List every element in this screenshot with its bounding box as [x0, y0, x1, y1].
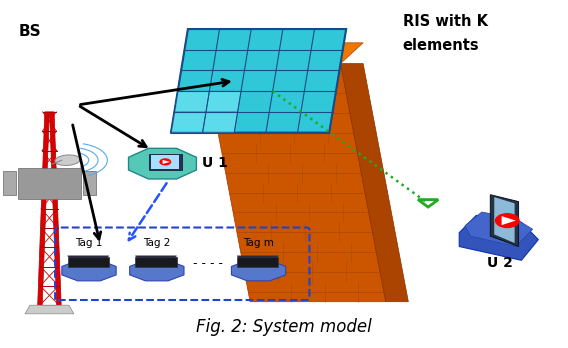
- Polygon shape: [151, 155, 179, 169]
- Polygon shape: [171, 29, 346, 133]
- Ellipse shape: [55, 155, 80, 165]
- Polygon shape: [68, 256, 109, 258]
- Polygon shape: [174, 91, 210, 112]
- Polygon shape: [25, 305, 74, 314]
- Polygon shape: [128, 148, 197, 179]
- Polygon shape: [237, 257, 278, 267]
- Polygon shape: [205, 43, 363, 64]
- Polygon shape: [490, 195, 519, 246]
- Text: U 1: U 1: [202, 156, 228, 170]
- Polygon shape: [205, 64, 386, 302]
- Polygon shape: [231, 260, 286, 281]
- Text: RIS with K: RIS with K: [403, 14, 488, 29]
- Polygon shape: [237, 256, 278, 258]
- Polygon shape: [135, 257, 177, 267]
- Text: BS: BS: [18, 24, 41, 39]
- Text: U 2: U 2: [487, 256, 513, 270]
- Circle shape: [495, 213, 520, 228]
- Polygon shape: [162, 160, 170, 164]
- Polygon shape: [49, 112, 61, 305]
- Text: elements: elements: [403, 38, 479, 53]
- Polygon shape: [62, 260, 116, 281]
- Polygon shape: [130, 260, 184, 281]
- Polygon shape: [459, 215, 538, 260]
- Polygon shape: [203, 112, 237, 133]
- Polygon shape: [37, 112, 49, 305]
- Text: Fig. 2: System model: Fig. 2: System model: [196, 318, 372, 336]
- Circle shape: [160, 158, 172, 166]
- Polygon shape: [494, 197, 515, 243]
- Polygon shape: [135, 256, 177, 258]
- Text: - - - -: - - - -: [193, 257, 223, 270]
- Polygon shape: [3, 171, 15, 196]
- Polygon shape: [149, 153, 182, 170]
- Text: Tag 1: Tag 1: [76, 238, 103, 248]
- Polygon shape: [68, 257, 109, 267]
- Text: Tag 2: Tag 2: [143, 238, 170, 248]
- Polygon shape: [83, 171, 96, 196]
- Text: Tag m: Tag m: [243, 238, 274, 248]
- Polygon shape: [502, 216, 516, 225]
- Polygon shape: [171, 112, 206, 133]
- Polygon shape: [341, 64, 408, 302]
- Polygon shape: [206, 91, 241, 112]
- Polygon shape: [18, 168, 81, 199]
- Polygon shape: [465, 212, 533, 246]
